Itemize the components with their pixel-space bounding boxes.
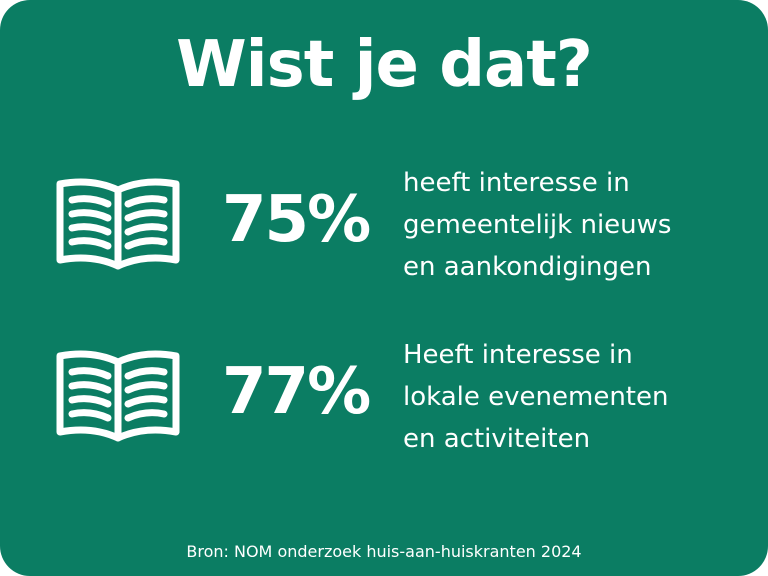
stat-description-line: lokale evenementen (403, 382, 669, 412)
stat-percent: 77% (222, 355, 371, 429)
stat-description-line: Heeft interesse in (403, 340, 633, 370)
stat-block-events: 77% Heeft interesse in lokale evenemente… (0, 332, 768, 454)
open-book-icon (56, 350, 180, 442)
stat-block-news: 75% heeft interesse in gemeentelijk nieu… (0, 160, 768, 282)
stat-description-line: en activiteiten (403, 424, 591, 454)
page-title: Wist je dat? (176, 28, 593, 102)
open-book-icon (56, 178, 180, 270)
stat-description-line: en aankondigingen (403, 252, 652, 282)
stat-description-line: heeft interesse in (403, 168, 630, 198)
source-note: Bron: NOM onderzoek huis-aan-huiskranten… (186, 542, 582, 561)
stat-description-line: gemeentelijk nieuws (403, 210, 672, 240)
stat-percent: 75% (222, 183, 371, 257)
stat-description: Heeft interesse in lokale evenementen en… (403, 334, 748, 460)
stat-description: heeft interesse in gemeentelijk nieuws e… (403, 162, 748, 288)
